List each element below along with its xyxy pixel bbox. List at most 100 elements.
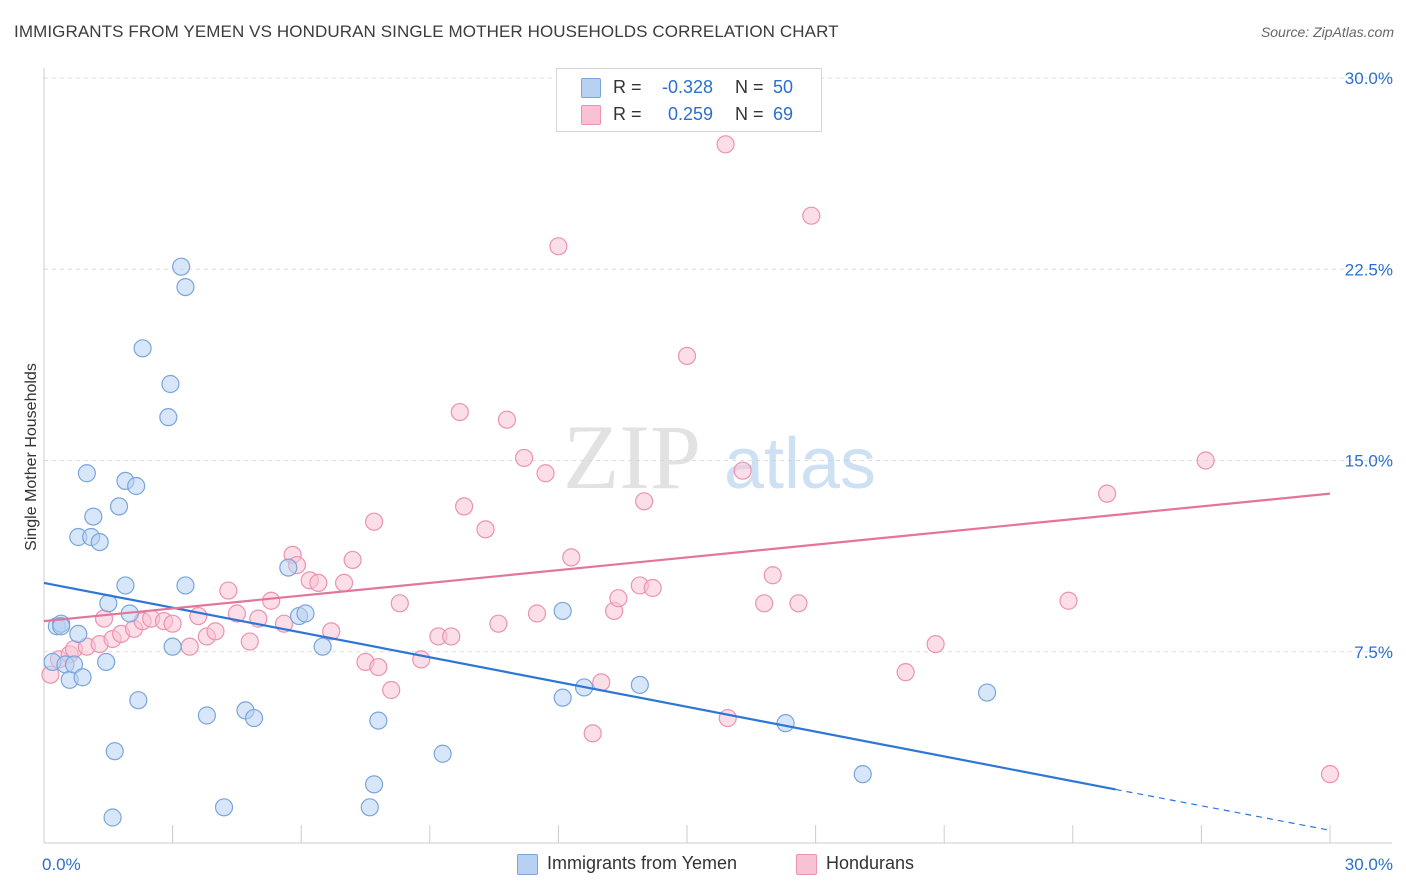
legend-swatch-blue xyxy=(517,854,538,875)
legend-swatch-pink xyxy=(796,854,817,875)
trendline-hondurans xyxy=(43,492,1331,623)
data-point-hondurans xyxy=(180,637,199,656)
data-point-yemen xyxy=(77,464,96,483)
r-label: R = xyxy=(613,77,642,97)
data-point-yemen xyxy=(64,655,84,674)
data-point-hondurans xyxy=(94,609,114,628)
data-point-yemen xyxy=(776,714,795,733)
data-point-hondurans xyxy=(450,402,469,422)
data-point-yemen xyxy=(161,374,180,394)
data-point-yemen xyxy=(133,339,152,358)
data-point-hondurans xyxy=(489,614,508,633)
data-point-yemen xyxy=(69,624,88,644)
data-point-yemen xyxy=(97,652,116,672)
data-point-yemen xyxy=(116,576,135,595)
n-value: 50 xyxy=(773,77,794,97)
data-point-hondurans xyxy=(549,237,568,256)
data-point-yemen xyxy=(172,257,191,276)
data-point-yemen xyxy=(553,688,572,707)
data-point-hondurans xyxy=(763,566,782,585)
y-tick-label: 30.0% xyxy=(1345,69,1393,88)
data-point-hondurans xyxy=(1059,591,1078,610)
data-point-yemen xyxy=(159,408,178,427)
series-yemen xyxy=(43,257,997,827)
data-point-hondurans xyxy=(733,461,752,480)
y-tick-label: 22.5% xyxy=(1345,260,1393,279)
y-tick-label: 7.5% xyxy=(1354,643,1393,662)
legend-label: Immigrants from Yemen xyxy=(547,853,738,873)
data-point-yemen xyxy=(197,706,216,725)
data-point-hondurans xyxy=(390,594,409,613)
data-point-hondurans xyxy=(802,206,821,225)
stats-box: R = -0.328 N = 50 R = 0.259 N = 69 xyxy=(556,68,822,132)
data-point-hondurans xyxy=(343,550,362,570)
series-hondurans xyxy=(41,135,1340,784)
data-point-yemen xyxy=(279,558,298,577)
watermark-atlas: atlas xyxy=(724,424,876,504)
data-point-yemen xyxy=(127,476,146,496)
data-point-hondurans xyxy=(369,657,388,677)
data-point-hondurans xyxy=(1196,451,1215,470)
data-point-yemen xyxy=(360,798,379,817)
data-point-hondurans xyxy=(1097,484,1117,503)
data-point-yemen xyxy=(90,532,109,552)
data-point-hondurans xyxy=(442,627,461,646)
data-point-hondurans xyxy=(896,663,915,682)
data-point-hondurans xyxy=(609,589,628,608)
data-point-yemen xyxy=(313,637,332,656)
tick-labels: 7.5% 15.0% 22.5% 30.0% 0.0% 30.0% xyxy=(42,69,1393,874)
data-point-hondurans xyxy=(206,622,225,641)
data-point-hondurans xyxy=(454,497,474,516)
data-point-yemen xyxy=(369,711,388,730)
n-label: N = xyxy=(735,77,764,97)
trendline-yemen xyxy=(43,581,1116,791)
data-point-hondurans xyxy=(262,591,281,610)
data-point-hondurans xyxy=(382,680,401,700)
axes xyxy=(43,68,1392,844)
trendline-yemen-extension xyxy=(1115,788,1331,831)
data-point-hondurans xyxy=(635,492,654,511)
data-point-yemen xyxy=(364,775,384,794)
x-tick-label: 0.0% xyxy=(42,855,81,874)
data-point-hondurans xyxy=(789,594,808,613)
data-point-hondurans xyxy=(163,614,182,633)
data-point-hondurans xyxy=(527,604,547,623)
data-point-hondurans xyxy=(643,578,662,598)
data-point-hondurans xyxy=(322,622,341,641)
data-point-hondurans xyxy=(926,634,945,654)
n-value: 69 xyxy=(773,104,794,124)
data-point-yemen xyxy=(977,683,997,702)
r-value: -0.328 xyxy=(661,77,713,97)
y-tick-label: 15.0% xyxy=(1345,452,1393,471)
watermark-zip: ZIP xyxy=(563,406,701,508)
legend-label: Hondurans xyxy=(826,853,915,873)
grid-lines xyxy=(44,77,1392,653)
data-point-hondurans xyxy=(309,573,328,593)
data-point-hondurans xyxy=(364,512,384,531)
data-point-yemen xyxy=(103,808,122,827)
data-point-yemen xyxy=(553,601,572,621)
data-point-hondurans xyxy=(716,135,735,154)
data-point-yemen xyxy=(129,691,148,710)
data-point-yemen xyxy=(73,668,92,687)
data-point-yemen xyxy=(105,742,124,761)
data-point-yemen xyxy=(84,507,103,526)
data-point-hondurans xyxy=(562,548,581,567)
data-point-yemen xyxy=(176,278,195,297)
data-point-yemen xyxy=(214,798,234,817)
data-point-hondurans xyxy=(476,520,495,539)
r-label: R = xyxy=(613,104,642,124)
chart-title: IMMIGRANTS FROM YEMEN VS HONDURAN SINGLE… xyxy=(14,22,839,41)
data-point-yemen xyxy=(630,675,649,695)
data-point-hondurans xyxy=(755,594,774,613)
data-point-hondurans xyxy=(677,346,697,366)
data-point-hondurans xyxy=(219,581,238,600)
data-point-yemen xyxy=(296,604,315,623)
data-point-yemen xyxy=(109,497,129,516)
data-point-hondurans xyxy=(536,464,555,483)
data-point-yemen xyxy=(52,617,71,636)
data-point-hondurans xyxy=(240,632,259,651)
r-value: 0.259 xyxy=(667,104,713,124)
data-point-hondurans xyxy=(515,448,534,468)
pink-swatch xyxy=(581,105,601,125)
